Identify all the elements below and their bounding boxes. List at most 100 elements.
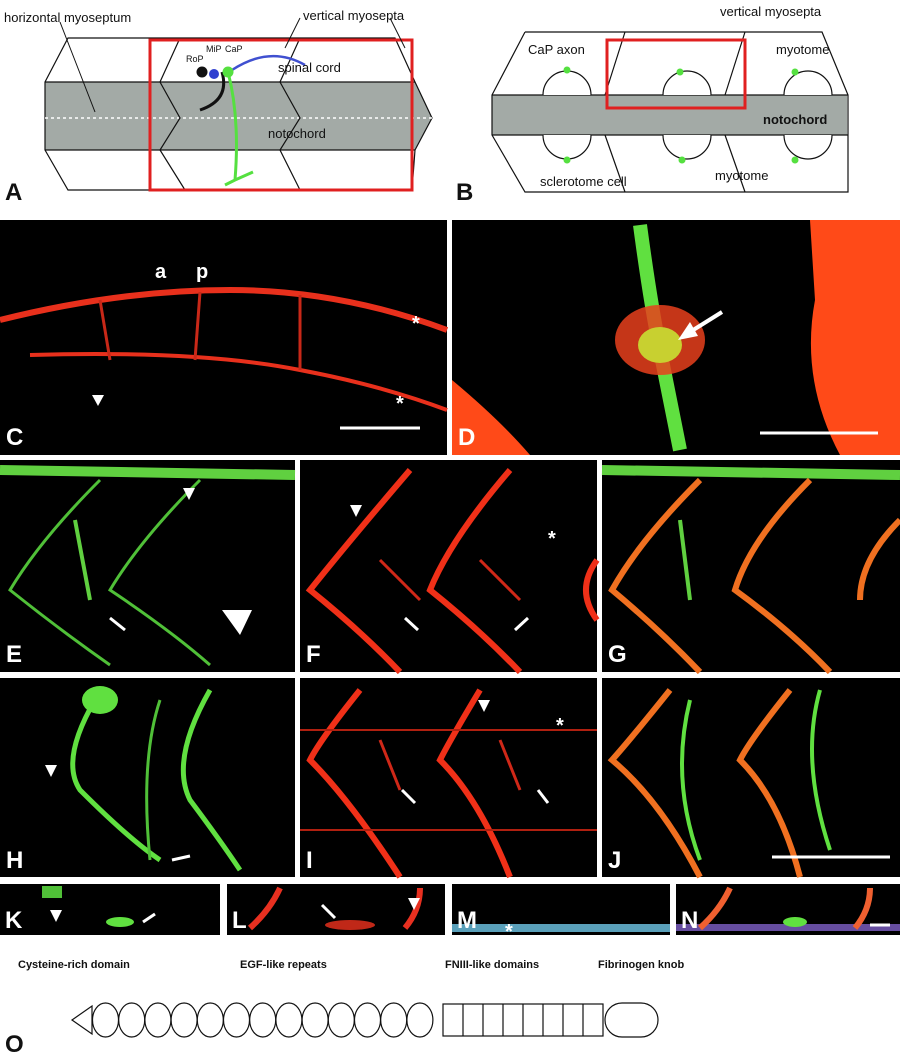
egf-repeats: [91, 1002, 434, 1038]
signal: [676, 924, 900, 931]
panel-l: L: [227, 884, 445, 935]
panel-letter: D: [458, 424, 475, 451]
panel-letter: L: [232, 907, 247, 934]
fibrinogen-knob: [604, 1002, 659, 1038]
micrograph: [0, 884, 220, 935]
label: RoP: [186, 54, 204, 64]
rop-cell: [196, 66, 208, 78]
label: spinal cord: [278, 60, 341, 75]
micrograph: [0, 220, 447, 455]
arrow: [513, 616, 530, 632]
cap-dots: [563, 66, 799, 164]
cap-cell: [222, 66, 234, 78]
egf-repeat: [144, 1002, 172, 1038]
leader: [389, 17, 406, 49]
signal: [70, 688, 243, 872]
panel-o: Cysteine-rich domain EGF-like repeats FN…: [5, 959, 684, 1057]
signal: [601, 465, 900, 480]
panel-letter: J: [608, 847, 621, 874]
arrow: [688, 310, 724, 334]
label: horizontal myoseptum: [4, 10, 131, 25]
arrowhead: [92, 395, 104, 406]
panel-i: * I: [300, 678, 597, 879]
egf-repeat: [275, 1002, 303, 1038]
panel-j: J: [602, 678, 900, 879]
label: p: [196, 261, 208, 283]
egf-repeat: [222, 1002, 251, 1038]
cell: [783, 134, 833, 160]
panel-letter: F: [306, 641, 321, 668]
label: myotome: [776, 42, 829, 57]
myoseptum: [724, 31, 746, 96]
cell: [662, 134, 712, 160]
egf-repeat: [249, 1002, 277, 1038]
panel-letter: I: [306, 847, 313, 874]
embryo-outline: [491, 31, 849, 193]
red-box: [605, 38, 747, 110]
notochord-band: [492, 95, 847, 135]
panel-m: * M: [452, 884, 670, 943]
cell: [783, 70, 833, 96]
arrow: [536, 789, 550, 804]
signal: [608, 477, 900, 675]
panel-n: N: [676, 884, 900, 935]
notochord-band: [45, 82, 432, 150]
panel-letter: H: [6, 847, 23, 874]
label: notochord: [268, 126, 326, 141]
signal: [98, 291, 302, 370]
panel-c: a p * * C: [0, 220, 449, 455]
arrow: [678, 322, 698, 340]
arrowhead: [408, 898, 420, 910]
leader: [59, 21, 96, 113]
label: Fibrinogen knob: [598, 959, 684, 971]
arrow: [171, 854, 191, 862]
panel-letter: C: [6, 424, 23, 451]
label: vertical myosepta: [303, 8, 405, 23]
label: sclerotome cell: [540, 174, 627, 189]
panel-f: * F: [300, 460, 600, 675]
label: CaP: [225, 44, 243, 54]
label: vertical myosepta: [720, 4, 822, 19]
panel-letter: G: [608, 641, 627, 668]
egf-repeat: [170, 1002, 198, 1038]
signal: [42, 886, 62, 898]
panel-d: D: [452, 220, 900, 455]
arrow: [142, 912, 156, 924]
signal: [783, 917, 807, 927]
signal: [452, 380, 530, 455]
micrograph: [602, 460, 900, 672]
signal: [300, 729, 597, 831]
panel-letter: B: [456, 179, 473, 206]
signal: [452, 924, 670, 932]
signal: [29, 352, 448, 412]
signal: [378, 558, 522, 602]
cap-axon: [224, 71, 254, 187]
egf-repeat: [91, 1002, 120, 1038]
egf-repeat: [118, 1002, 146, 1038]
signal: [305, 468, 600, 675]
egf-repeat: [380, 1002, 408, 1038]
signal: [0, 286, 449, 333]
arrowhead: [222, 610, 252, 635]
asterisk: *: [396, 393, 404, 415]
myoseptum: [724, 134, 746, 193]
label: Cysteine-rich domain: [18, 959, 130, 971]
label: MiP: [206, 44, 222, 54]
cell: [662, 70, 712, 96]
signal: [810, 220, 900, 455]
panel-letter: E: [6, 641, 22, 668]
myoseptum: [604, 134, 626, 193]
label: a: [155, 261, 167, 283]
egf-repeat: [353, 1002, 382, 1038]
arrowhead: [45, 765, 57, 777]
signal: [0, 465, 296, 480]
panel-e: E: [0, 460, 296, 672]
micrograph: [300, 678, 597, 877]
myoseptum: [159, 37, 186, 191]
sclerotome-cells: [542, 70, 833, 160]
panel-letter: M: [457, 907, 477, 934]
asterisk: *: [548, 528, 556, 550]
panel-letter: N: [681, 907, 698, 934]
asterisk: *: [556, 715, 564, 737]
